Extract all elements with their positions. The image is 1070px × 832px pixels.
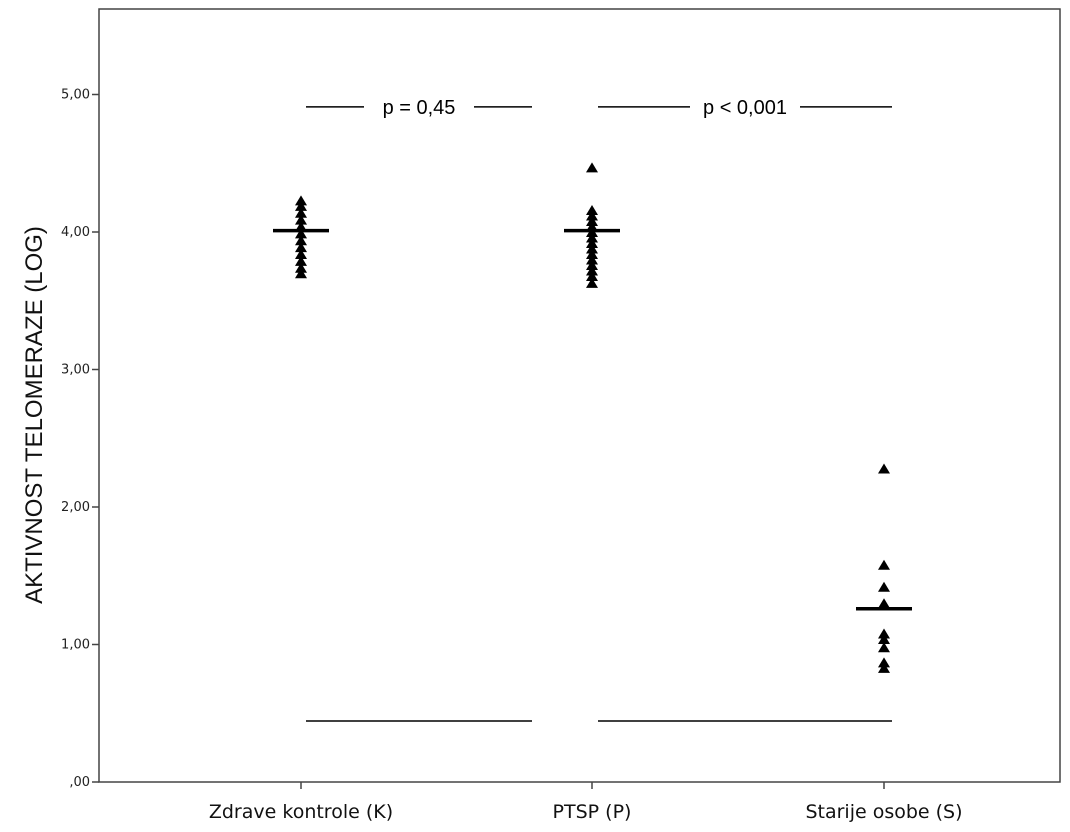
data-point-2-4 xyxy=(878,628,890,639)
y-tick-label-4: 4,00 xyxy=(61,225,90,240)
data-point-1-12 xyxy=(586,265,598,276)
data-point-2-6 xyxy=(878,642,890,653)
y-tick-label-1: 1,00 xyxy=(61,638,90,653)
data-point-0-9 xyxy=(295,255,307,266)
data-point-1-11 xyxy=(586,260,598,270)
data-point-0-10 xyxy=(295,262,307,273)
x-tick-label-0: Zdrave kontrole (K) xyxy=(209,801,393,823)
data-point-1-13 xyxy=(586,271,598,281)
data-point-0-8 xyxy=(295,249,307,259)
data-point-2-3 xyxy=(878,598,890,609)
data-point-1-0 xyxy=(586,162,598,173)
data-point-1-7 xyxy=(586,238,598,248)
data-point-1-3 xyxy=(586,216,598,226)
data-point-1-2 xyxy=(586,210,598,221)
y-tick-label-3: 3,00 xyxy=(61,363,90,378)
data-point-2-2 xyxy=(878,581,890,592)
data-point-1-6 xyxy=(586,232,598,243)
y-axis: ,00 1,00 2,00 3,00 4,00 5,00 xyxy=(61,88,99,790)
data-point-0-6 xyxy=(295,235,307,246)
x-tick-label-1: PTSP (P) xyxy=(553,801,632,823)
data-point-0-5 xyxy=(295,228,307,239)
plot-frame xyxy=(98,8,1061,783)
data-point-0-11 xyxy=(295,268,307,279)
data-point-2-0 xyxy=(878,463,890,474)
mean-lines xyxy=(273,228,912,611)
data-point-1-10 xyxy=(586,254,598,265)
data-point-2-7 xyxy=(878,657,890,668)
data-point-1-14 xyxy=(586,277,598,288)
data-point-0-0 xyxy=(295,195,307,206)
y-tick-label-0: ,00 xyxy=(69,775,90,790)
significance-brackets: p = 0,45 p < 0,001 xyxy=(306,97,892,722)
p-value-label-0: p = 0,45 xyxy=(383,97,456,119)
data-points xyxy=(295,162,890,673)
x-tick-label-2: Starije osobe (S) xyxy=(805,801,962,823)
data-point-0-3 xyxy=(295,214,307,225)
data-point-0-2 xyxy=(295,207,307,218)
data-point-0-7 xyxy=(295,242,307,253)
data-point-1-8 xyxy=(586,243,598,254)
y-tick-label-2: 2,00 xyxy=(61,500,90,515)
data-point-2-5 xyxy=(878,634,890,644)
x-axis: Zdrave kontrole (K) PTSP (P) Starije osobe… xyxy=(209,782,963,823)
data-point-2-1 xyxy=(878,559,890,570)
y-tick-label-5: 5,00 xyxy=(61,88,90,103)
data-point-1-1 xyxy=(586,205,598,215)
data-point-0-1 xyxy=(295,200,307,211)
data-point-2-8 xyxy=(878,662,890,673)
y-axis-label: AKTIVNOST TELOMERAZE (LOG) xyxy=(21,226,48,604)
data-point-1-9 xyxy=(586,249,598,259)
p-value-label-1: p < 0,001 xyxy=(703,97,787,119)
